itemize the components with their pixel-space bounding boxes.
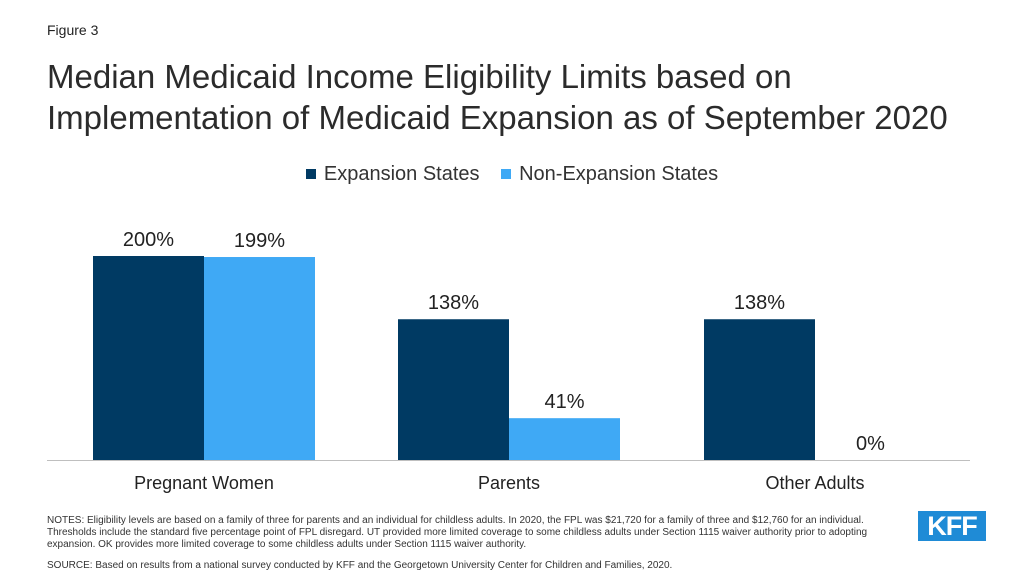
bar-non-expansion: [204, 257, 315, 460]
legend-label-non-expansion: Non-Expansion States: [519, 162, 719, 185]
legend-label-expansion: Expansion States: [323, 162, 480, 185]
figure-label: Figure 3: [47, 22, 99, 38]
legend-item-expansion: Expansion States: [305, 162, 480, 186]
data-label: 41%: [544, 391, 584, 413]
legend-item-non-expansion: Non-Expansion States: [501, 163, 718, 186]
bar-expansion: [398, 319, 509, 460]
legend-swatch-non-expansion: [501, 169, 512, 179]
data-label: 200%: [123, 229, 174, 251]
notes: NOTES: Eligibility levels are based on a…: [47, 515, 868, 550]
data-label: 199%: [234, 230, 285, 252]
category-label: Other Adults: [765, 473, 864, 493]
bar-non-expansion: [509, 418, 620, 460]
bar-expansion: [93, 256, 204, 460]
category-label: Pregnant Women: [134, 473, 274, 493]
source: SOURCE: Based on results from a national…: [47, 560, 673, 571]
data-label: 138%: [428, 292, 479, 314]
data-label: 0%: [856, 433, 885, 455]
data-label: 138%: [734, 292, 785, 314]
bar-expansion: [704, 319, 815, 460]
legend: Expansion States Non-Expansion States: [0, 162, 1024, 186]
category-label: Parents: [478, 473, 540, 493]
kff-logo: KFF: [918, 511, 986, 541]
legend-swatch-expansion: [305, 169, 316, 179]
chart-title: Median Medicaid Income Eligibility Limit…: [47, 58, 948, 136]
